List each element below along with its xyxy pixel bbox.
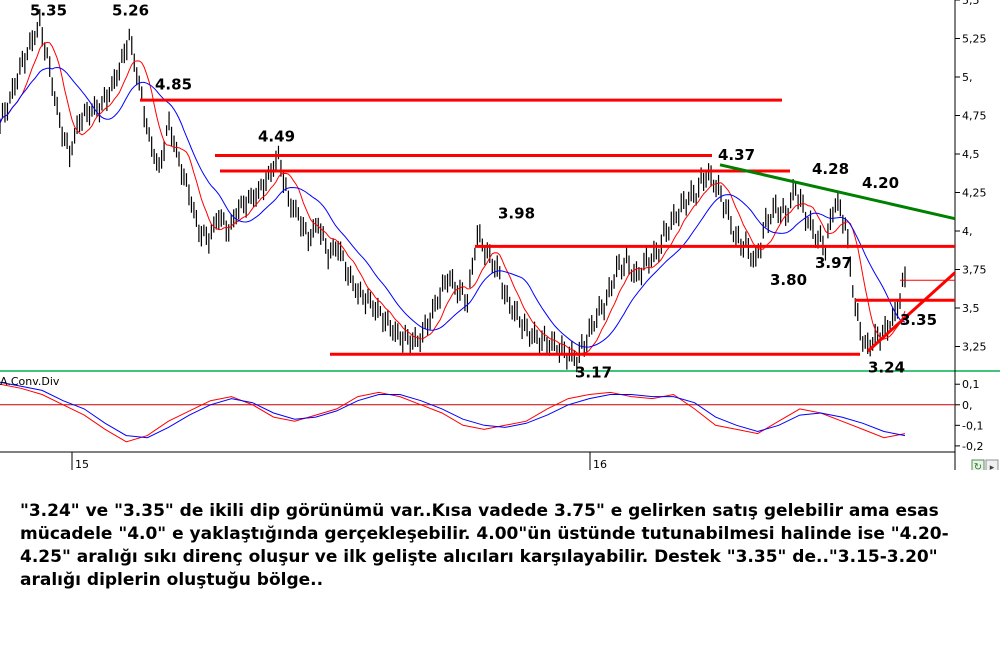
macd-title: A.Conv.Div xyxy=(0,375,60,388)
fast-moving-average-line xyxy=(0,41,906,355)
macd-plot xyxy=(0,381,955,443)
price-annotation-label: 3.97 xyxy=(815,254,852,272)
price-annotation-label: 4.20 xyxy=(862,174,899,192)
price-annotations: 5.35 5.26 4.85 4.49 3.98 3.17 4.37 4.28 4.20 3.80… xyxy=(30,1,937,381)
svg-text:▸: ▸ xyxy=(990,463,995,470)
price-tick-label: 4, xyxy=(962,225,973,238)
analysis-caption: "3.24" ve "3.35" de ikili dip görünümü v… xyxy=(20,501,949,590)
price-plot xyxy=(0,8,957,373)
price-annotation-label: 3.17 xyxy=(575,363,612,381)
macd-tick-label: 0, xyxy=(962,399,973,412)
price-tick-label: 4,75 xyxy=(962,110,987,123)
macd-tick-label: -0,1 xyxy=(962,419,983,432)
price-annotation-label: 3.35 xyxy=(900,311,937,329)
svg-text:↻: ↻ xyxy=(974,462,982,470)
scroll-arrow-icon[interactable]: ▸ xyxy=(985,459,999,470)
refresh-icon[interactable]: ↻ xyxy=(971,459,985,470)
slow-moving-average-line xyxy=(0,66,906,348)
time-tick-label: 16 xyxy=(593,458,607,470)
price-annotation-label: 4.49 xyxy=(258,128,295,146)
macd-tick-label: 0,1 xyxy=(962,378,980,391)
price-annotation-label: 3.24 xyxy=(868,359,905,377)
price-tick-label: 3,5 xyxy=(962,302,980,315)
price-annotation-label: 5.26 xyxy=(112,1,149,19)
price-annotation-label: 4.37 xyxy=(718,146,755,164)
price-annotation-label: 5.35 xyxy=(30,1,67,19)
price-tick-label: 4,5 xyxy=(962,148,980,161)
price-tick-label: 5, xyxy=(962,71,973,84)
price-panel-background xyxy=(0,0,1000,372)
price-annotation-label: 3.80 xyxy=(770,271,807,289)
macd-tick-label: -0,2 xyxy=(962,440,983,453)
price-tick-label: 3,75 xyxy=(962,264,987,277)
price-tick-label: 4,25 xyxy=(962,187,987,200)
price-annotation-label: 4.85 xyxy=(155,75,192,93)
descending-trendline xyxy=(719,163,956,221)
axes: 5,5 5,25 5, 4,75 4,5 4,25 4, 3,75 3,5 3,25 0,1 0, -0… xyxy=(71,0,987,470)
price-tick-label: 3,25 xyxy=(962,341,987,354)
price-tick-label: 5,25 xyxy=(962,33,987,46)
macd-signal-line xyxy=(0,383,906,443)
time-tick-label: 15 xyxy=(75,458,89,470)
price-tick-label: 5,5 xyxy=(962,0,980,7)
macd-line xyxy=(0,381,906,439)
price-annotation-label: 4.28 xyxy=(812,160,849,178)
chart-area: 5,5 5,25 5, 4,75 4,5 4,25 4, 3,75 3,5 3,25 0,1 0, -0… xyxy=(0,0,1000,470)
rising-trendline xyxy=(866,271,957,353)
price-annotation-label: 3.98 xyxy=(498,205,535,223)
